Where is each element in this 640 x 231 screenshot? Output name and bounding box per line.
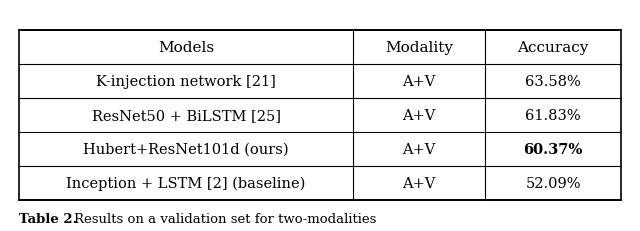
Text: Table 2.: Table 2. [19, 212, 77, 225]
Text: Results on a validation set for two-modalities: Results on a validation set for two-moda… [74, 212, 376, 225]
Text: Modality: Modality [385, 41, 453, 55]
Text: Accuracy: Accuracy [517, 41, 589, 55]
Text: K-injection network [21]: K-injection network [21] [96, 75, 276, 89]
Text: A+V: A+V [403, 75, 436, 89]
Text: 61.83%: 61.83% [525, 109, 581, 122]
Text: A+V: A+V [403, 142, 436, 156]
Text: ResNet50 + BiLSTM [25]: ResNet50 + BiLSTM [25] [92, 109, 281, 122]
Text: Models: Models [158, 41, 214, 55]
Text: 52.09%: 52.09% [525, 176, 581, 190]
Text: 63.58%: 63.58% [525, 75, 581, 89]
Text: Inception + LSTM [2] (baseline): Inception + LSTM [2] (baseline) [67, 176, 306, 190]
Text: A+V: A+V [403, 109, 436, 122]
Text: Hubert+ResNet101d (ours): Hubert+ResNet101d (ours) [83, 142, 289, 156]
Text: 60.37%: 60.37% [524, 142, 583, 156]
Text: A+V: A+V [403, 176, 436, 190]
